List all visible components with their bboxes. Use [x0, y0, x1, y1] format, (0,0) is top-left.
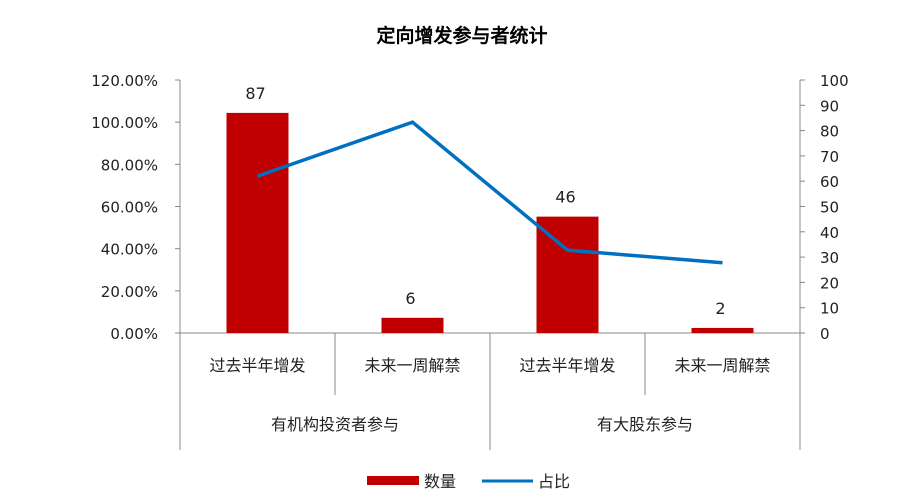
bar-data-label: 6 — [405, 289, 415, 308]
bar-data-label: 46 — [555, 188, 575, 207]
group-label: 有大股东参与 — [597, 415, 693, 434]
right-tick-label: 50 — [820, 199, 839, 217]
bar — [691, 327, 754, 333]
bar — [226, 112, 289, 333]
bar — [381, 317, 444, 333]
right-tick-label: 40 — [820, 224, 839, 242]
bar — [536, 216, 599, 333]
line-series — [256, 120, 723, 265]
category-label: 过去半年增发 — [519, 356, 615, 375]
right-tick-label: 90 — [820, 97, 839, 115]
right-tick-label: 100 — [820, 72, 849, 90]
left-tick-label: 20.00% — [101, 283, 158, 301]
legend-bar-swatch — [367, 476, 419, 485]
left-tick-label: 40.00% — [101, 241, 158, 259]
left-tick-label: 120.00% — [91, 72, 158, 90]
bar-data-label: 87 — [245, 84, 265, 103]
legend-bar-label: 数量 — [424, 472, 456, 491]
category-label: 未来一周解禁 — [674, 356, 770, 375]
right-tick-label: 0 — [820, 325, 830, 343]
right-tick-label: 10 — [820, 300, 839, 318]
category-label: 过去半年增发 — [209, 356, 305, 375]
category-label: 未来一周解禁 — [364, 356, 460, 375]
group-label: 有机构投资者参与 — [271, 415, 399, 434]
right-tick-label: 80 — [820, 123, 839, 141]
right-tick-label: 20 — [820, 274, 839, 292]
left-tick-label: 60.00% — [101, 199, 158, 217]
left-tick-label: 0.00% — [110, 325, 158, 343]
left-tick-label: 80.00% — [101, 156, 158, 174]
right-tick-label: 70 — [820, 148, 839, 166]
right-tick-label: 30 — [820, 249, 839, 267]
left-tick-label: 100.00% — [91, 114, 158, 132]
legend-line-label: 占比 — [538, 472, 570, 491]
right-tick-label: 60 — [820, 173, 839, 191]
chart-title: 定向增发参与者统计 — [376, 24, 547, 47]
bar-data-label: 2 — [715, 299, 725, 318]
